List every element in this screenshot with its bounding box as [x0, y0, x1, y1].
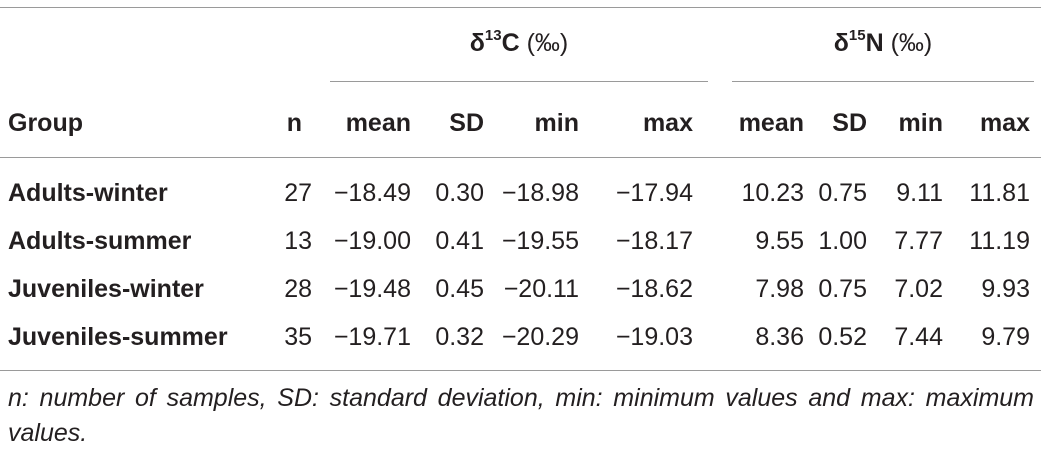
table-cell: −19.55	[501, 227, 579, 255]
row-group-label: Adults-winter	[8, 179, 168, 207]
table-cell: −20.11	[503, 275, 579, 303]
table-cell: 9.55	[755, 227, 804, 255]
row-n-value: 28	[284, 275, 312, 303]
subheader-n15-SD: SD	[832, 109, 867, 137]
header-rule	[0, 157, 1041, 158]
table-cell: 0.52	[818, 323, 867, 351]
subheader-n15-max: max	[979, 109, 1030, 137]
row-group-label: Adults-summer	[8, 227, 192, 255]
subheader-c13-min: min	[534, 109, 579, 137]
bottom-rule	[0, 370, 1041, 371]
subheader-n15-mean: mean	[738, 109, 804, 137]
subheader-n15-min: min	[898, 109, 943, 137]
table-cell: −19.00	[333, 227, 411, 255]
table-cell: 8.36	[755, 323, 804, 351]
n15-group-rule	[732, 81, 1034, 82]
subheader-c13-mean: mean	[345, 109, 411, 137]
n15-group-header: δ15N (‰)	[833, 26, 933, 57]
table-cell: 9.79	[981, 323, 1030, 351]
table-cell: 0.32	[435, 323, 484, 351]
table-cell: 7.44	[894, 323, 943, 351]
table-cell: −18.98	[501, 179, 579, 207]
table-cell: −18.17	[615, 227, 693, 255]
table-cell: 0.75	[818, 275, 867, 303]
table-cell: 0.41	[435, 227, 484, 255]
subheader-c13-SD: SD	[449, 109, 484, 137]
c13-group-rule	[330, 81, 708, 82]
table-cell: 7.98	[755, 275, 804, 303]
table-cell: 9.93	[981, 275, 1030, 303]
table-cell: 11.19	[969, 227, 1030, 255]
table-cell: −17.94	[615, 179, 693, 207]
n-column-header: n	[286, 109, 302, 137]
table-cell: 7.02	[894, 275, 943, 303]
table-cell: −20.29	[501, 323, 579, 351]
subheader-c13-max: max	[642, 109, 693, 137]
table-cell: 10.23	[741, 179, 804, 207]
c13-group-header: δ13C (‰)	[469, 26, 569, 57]
table-footnote: n: number of samples, SD: standard devia…	[8, 384, 1034, 447]
table-cell: 0.45	[435, 275, 484, 303]
row-n-value: 27	[284, 179, 312, 207]
table-cell: 1.00	[818, 227, 867, 255]
row-group-label: Juveniles-summer	[8, 323, 228, 351]
row-group-label: Juveniles-winter	[8, 275, 204, 303]
table-cell: 11.81	[969, 179, 1030, 207]
table-cell: 7.77	[894, 227, 943, 255]
row-n-value: 35	[284, 323, 312, 351]
table-cell: 9.11	[896, 179, 943, 207]
table-cell: −19.48	[333, 275, 411, 303]
table-cell: −19.71	[333, 323, 411, 351]
table-cell: 0.30	[435, 179, 484, 207]
row-n-value: 13	[284, 227, 312, 255]
table-cell: −18.62	[615, 275, 693, 303]
table-cell: −19.03	[615, 323, 693, 351]
group-column-header: Group	[8, 109, 83, 137]
table-cell: 0.75	[818, 179, 867, 207]
top-rule	[0, 7, 1041, 8]
table-cell: −18.49	[333, 179, 411, 207]
